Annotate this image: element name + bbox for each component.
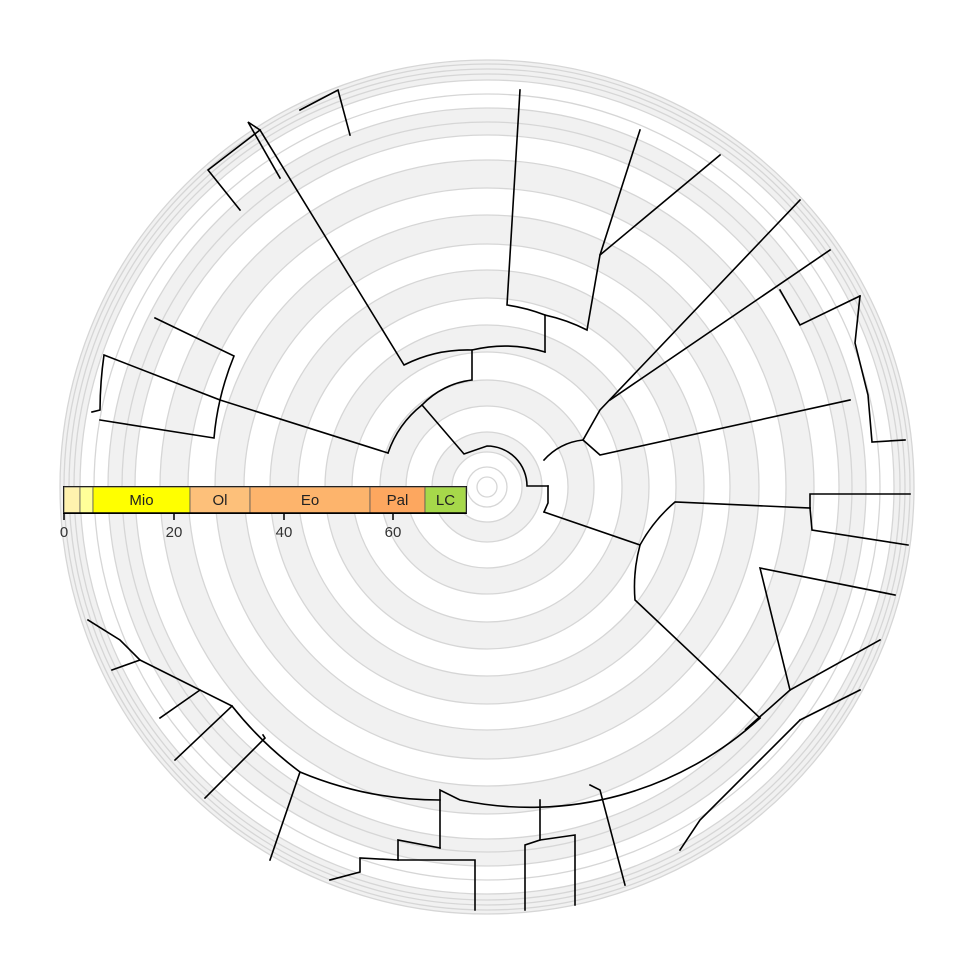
epoch-box: [424, 486, 467, 514]
tree-branch: [542, 485, 549, 514]
tree-branch: [539, 834, 576, 906]
tick-label: 0: [60, 524, 68, 541]
time-bands: [60, 60, 915, 915]
tree-branch: [386, 403, 424, 455]
epoch-box: [249, 486, 371, 514]
tree-branch: [678, 718, 802, 852]
tree-branch: [329, 857, 399, 881]
tick-label: 20: [166, 524, 183, 541]
tree-branch: [86, 618, 142, 662]
epoch-box: [79, 486, 94, 514]
epoch-label: Mio: [129, 492, 153, 509]
tree-branch: [99, 399, 221, 439]
tree-branch: [542, 399, 851, 462]
tree-branch: [203, 733, 267, 800]
tree-branch: [854, 295, 906, 443]
tree-branch: [268, 770, 441, 862]
epoch-label: Eo: [301, 492, 319, 509]
tree-branch: [544, 128, 642, 332]
tree-branch: [258, 128, 473, 367]
tree-branch: [633, 544, 762, 720]
tree-branch: [581, 198, 802, 442]
epoch-label: Pal: [387, 492, 409, 509]
tree-branch: [809, 507, 909, 546]
epoch-box: [92, 486, 191, 514]
tree-branch: [608, 248, 832, 402]
tree-branch: [758, 566, 896, 691]
tree-branch: [420, 345, 546, 407]
epoch-label: LC: [436, 492, 455, 509]
epoch-box: [189, 486, 251, 514]
tick-label: 40: [276, 524, 293, 541]
epoch-box: [63, 486, 81, 514]
tree-branch: [439, 716, 762, 849]
grid-ring: [59, 59, 915, 915]
tree-branch: [524, 799, 541, 911]
grid-ring: [466, 466, 508, 508]
geologic-timescale: Mio Ol Eo Pal LC 0 20 40 60: [60, 486, 467, 541]
tree-branch: [420, 403, 549, 487]
epoch-label: Ol: [213, 492, 228, 509]
time-band: [432, 432, 543, 542]
tick-label: 60: [385, 524, 402, 541]
epoch-boxes: [63, 486, 467, 514]
phylogenetic-tree: [86, 88, 911, 911]
tree-branch: [247, 121, 282, 180]
tree-branch: [809, 493, 911, 509]
tree-branch: [91, 353, 222, 413]
timescale-ticks: 0 20 40 60: [60, 513, 402, 541]
tree-branch: [588, 783, 626, 886]
grid-ring: [476, 476, 498, 498]
tree-branch: [778, 288, 862, 327]
tree-branch: [298, 88, 351, 136]
tree-branch: [206, 128, 262, 212]
tree-branch: [598, 153, 722, 257]
tree-branch: [798, 688, 862, 722]
epoch-labels: Mio Ol Eo Pal LC: [129, 492, 455, 509]
